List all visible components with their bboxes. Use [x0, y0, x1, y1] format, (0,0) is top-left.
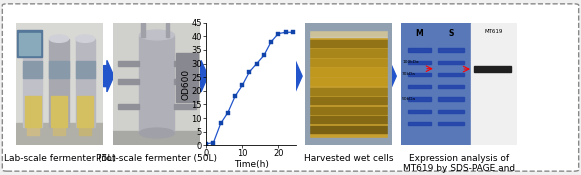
Bar: [408, 110, 431, 113]
Bar: [471, 23, 517, 145]
Bar: [310, 97, 387, 104]
Bar: [174, 104, 196, 108]
Bar: [174, 79, 196, 84]
Text: 50kDa: 50kDa: [402, 97, 416, 101]
Bar: [408, 73, 431, 76]
Bar: [49, 61, 69, 78]
Ellipse shape: [49, 35, 69, 42]
Bar: [438, 122, 464, 125]
Bar: [310, 49, 387, 57]
Bar: [76, 39, 95, 127]
Bar: [49, 39, 69, 127]
Ellipse shape: [139, 128, 174, 138]
Bar: [438, 110, 464, 113]
FancyArrow shape: [292, 60, 302, 92]
Bar: [51, 96, 67, 127]
Bar: [310, 68, 387, 76]
Bar: [438, 73, 464, 76]
Bar: [117, 104, 139, 108]
FancyArrow shape: [198, 60, 208, 92]
Bar: [117, 79, 139, 84]
Bar: [166, 23, 169, 37]
Bar: [305, 23, 392, 30]
FancyBboxPatch shape: [2, 4, 579, 171]
Bar: [16, 123, 103, 145]
Bar: [388, 23, 392, 145]
Bar: [438, 61, 464, 64]
X-axis label: Time(h): Time(h): [234, 160, 269, 169]
Text: MT619: MT619: [485, 29, 503, 34]
Bar: [408, 122, 431, 125]
Bar: [23, 39, 42, 127]
Bar: [176, 53, 198, 102]
Bar: [310, 88, 387, 95]
Text: 100kDa: 100kDa: [402, 60, 419, 64]
Bar: [305, 138, 392, 145]
Bar: [408, 61, 431, 64]
Y-axis label: OD600: OD600: [181, 68, 190, 100]
Text: Lab-scale fermenter (5L): Lab-scale fermenter (5L): [4, 154, 116, 163]
Bar: [474, 66, 511, 72]
Bar: [438, 85, 464, 88]
Bar: [19, 33, 40, 55]
Text: M: M: [415, 29, 424, 38]
Bar: [139, 35, 174, 133]
FancyArrow shape: [103, 60, 114, 92]
Bar: [310, 107, 387, 114]
Bar: [305, 23, 310, 145]
Text: Harvested wet cells: Harvested wet cells: [304, 154, 393, 163]
Bar: [117, 61, 139, 66]
Bar: [310, 40, 387, 47]
Bar: [53, 123, 65, 135]
Bar: [310, 29, 388, 37]
Bar: [438, 48, 464, 51]
Ellipse shape: [76, 35, 95, 42]
Bar: [401, 23, 471, 145]
Bar: [408, 85, 431, 88]
Bar: [17, 30, 42, 57]
Bar: [174, 61, 196, 66]
Text: S: S: [448, 29, 454, 38]
Bar: [76, 61, 95, 78]
Bar: [310, 116, 387, 124]
Bar: [141, 23, 145, 37]
Ellipse shape: [23, 35, 42, 42]
Bar: [27, 123, 39, 135]
Bar: [23, 61, 42, 78]
Bar: [77, 96, 93, 127]
Bar: [408, 97, 431, 100]
Bar: [310, 59, 387, 66]
Text: Expression analysis of
MT619 by SDS-PAGE and
western blot: Expression analysis of MT619 by SDS-PAGE…: [403, 154, 515, 175]
Bar: [310, 126, 387, 133]
Text: 70kDa: 70kDa: [402, 72, 416, 76]
Text: Pilot-scale fermenter (50L): Pilot-scale fermenter (50L): [96, 154, 217, 163]
Bar: [408, 48, 431, 51]
Bar: [113, 131, 200, 145]
Bar: [25, 96, 41, 127]
Bar: [79, 123, 91, 135]
FancyArrow shape: [386, 60, 396, 92]
Bar: [310, 78, 387, 85]
Ellipse shape: [139, 30, 174, 40]
Bar: [438, 97, 464, 100]
